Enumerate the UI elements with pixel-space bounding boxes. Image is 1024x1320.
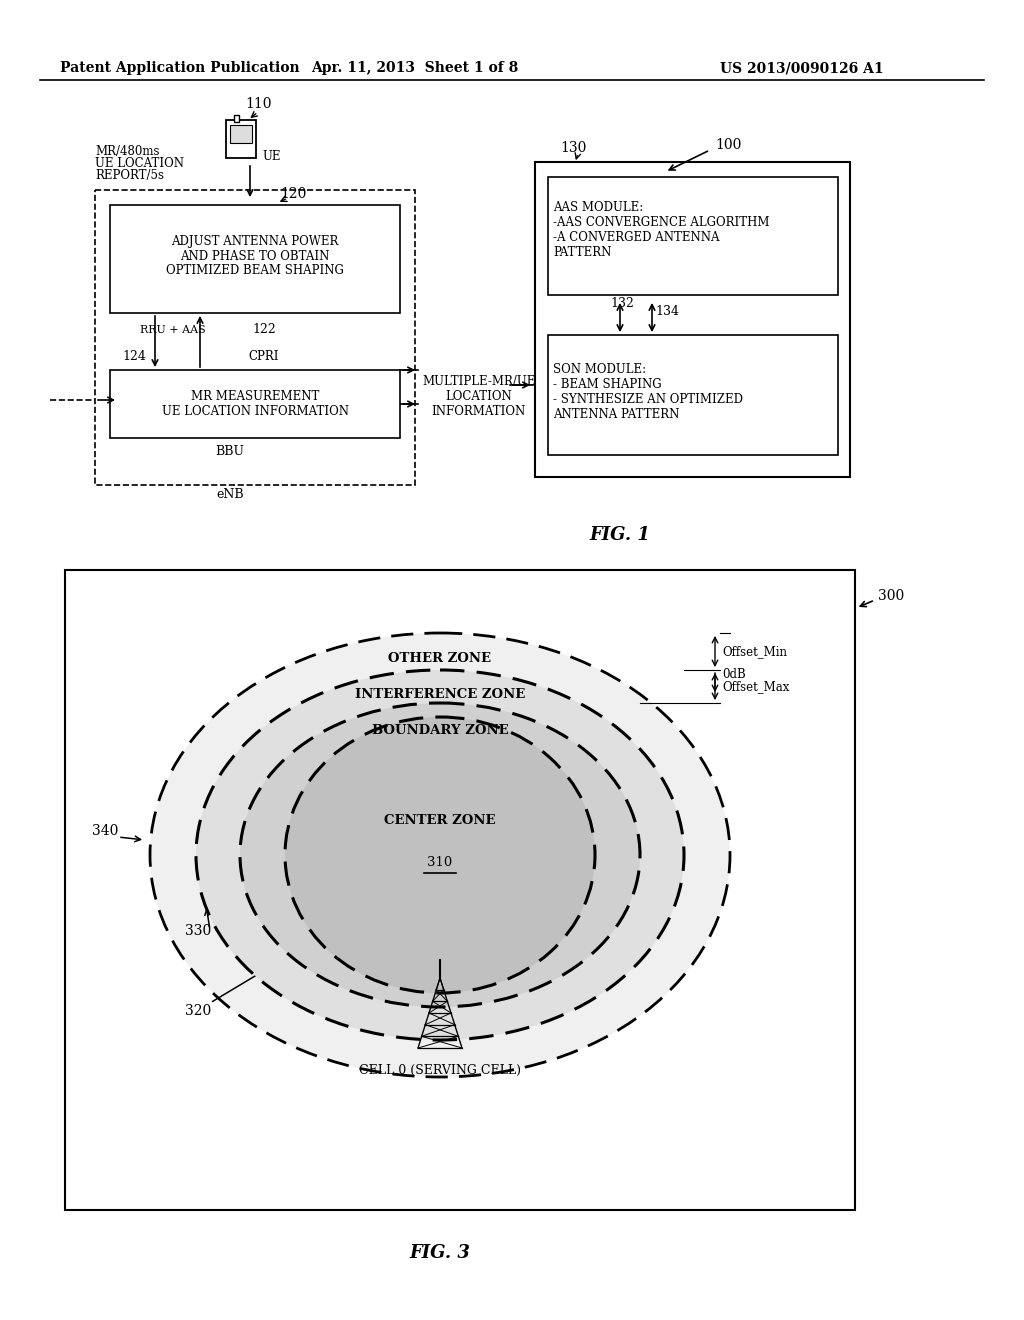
Text: MR MEASUREMENT
UE LOCATION INFORMATION: MR MEASUREMENT UE LOCATION INFORMATION — [162, 389, 348, 418]
Text: RRU + AAS: RRU + AAS — [140, 325, 206, 335]
Text: 124: 124 — [122, 350, 145, 363]
Ellipse shape — [150, 634, 730, 1077]
Text: 330: 330 — [185, 924, 211, 939]
Text: AAS MODULE:
-AAS CONVERGENCE ALGORITHM
-A CONVERGED ANTENNA
PATTERN: AAS MODULE: -AAS CONVERGENCE ALGORITHM -… — [553, 201, 769, 259]
Bar — [65, 570, 855, 1210]
Bar — [535, 162, 850, 477]
Text: 310: 310 — [427, 857, 453, 870]
Text: 0dB: 0dB — [722, 668, 745, 681]
Text: 132: 132 — [610, 297, 634, 310]
Text: US 2013/0090126 A1: US 2013/0090126 A1 — [720, 61, 884, 75]
Text: CENTER ZONE: CENTER ZONE — [384, 813, 496, 826]
Text: UE LOCATION: UE LOCATION — [95, 157, 184, 170]
Text: MULTIPLE-MR/UE
LOCATION
INFORMATION: MULTIPLE-MR/UE LOCATION INFORMATION — [422, 375, 536, 418]
Text: eNB: eNB — [216, 488, 244, 502]
Bar — [548, 177, 838, 294]
Text: INTERFERENCE ZONE: INTERFERENCE ZONE — [355, 689, 525, 701]
Bar — [110, 370, 400, 438]
Text: Offset_Min: Offset_Min — [722, 645, 787, 657]
Text: 134: 134 — [655, 305, 679, 318]
Text: OTHER ZONE: OTHER ZONE — [388, 652, 492, 664]
Text: BBU: BBU — [215, 445, 245, 458]
Ellipse shape — [196, 671, 684, 1040]
Text: SON MODULE:
- BEAM SHAPING
- SYNTHESIZE AN OPTIMIZED
ANTENNA PATTERN: SON MODULE: - BEAM SHAPING - SYNTHESIZE … — [553, 363, 743, 421]
Ellipse shape — [150, 634, 730, 1077]
Text: UE: UE — [262, 150, 281, 162]
Text: 340: 340 — [92, 824, 119, 838]
Text: 320: 320 — [185, 1005, 211, 1018]
Text: FIG. 1: FIG. 1 — [590, 525, 650, 544]
Text: CELL 0 (SERVING CELL): CELL 0 (SERVING CELL) — [359, 1064, 521, 1077]
Bar — [234, 115, 239, 121]
Text: 100: 100 — [715, 139, 741, 152]
Bar — [548, 335, 838, 455]
Bar — [230, 125, 252, 143]
Text: ADJUST ANTENNA POWER
AND PHASE TO OBTAIN
OPTIMIZED BEAM SHAPING: ADJUST ANTENNA POWER AND PHASE TO OBTAIN… — [166, 235, 344, 277]
Text: 110: 110 — [245, 96, 271, 111]
Ellipse shape — [285, 717, 595, 993]
Text: FIG. 3: FIG. 3 — [410, 1243, 470, 1262]
Bar — [95, 190, 415, 484]
Text: 122: 122 — [252, 323, 275, 337]
Text: MR/480ms: MR/480ms — [95, 145, 160, 158]
Text: Patent Application Publication: Patent Application Publication — [60, 61, 300, 75]
Text: Offset_Max: Offset_Max — [722, 680, 790, 693]
Text: Apr. 11, 2013  Sheet 1 of 8: Apr. 11, 2013 Sheet 1 of 8 — [311, 61, 518, 75]
Text: 130: 130 — [560, 141, 587, 154]
Text: BOUNDARY ZONE: BOUNDARY ZONE — [372, 725, 508, 738]
Bar — [226, 120, 256, 158]
Ellipse shape — [240, 704, 640, 1007]
Text: CPRI: CPRI — [248, 350, 279, 363]
Text: REPORT/5s: REPORT/5s — [95, 169, 164, 182]
Text: 120: 120 — [280, 187, 306, 201]
Bar — [110, 205, 400, 313]
Text: 300: 300 — [878, 589, 904, 603]
